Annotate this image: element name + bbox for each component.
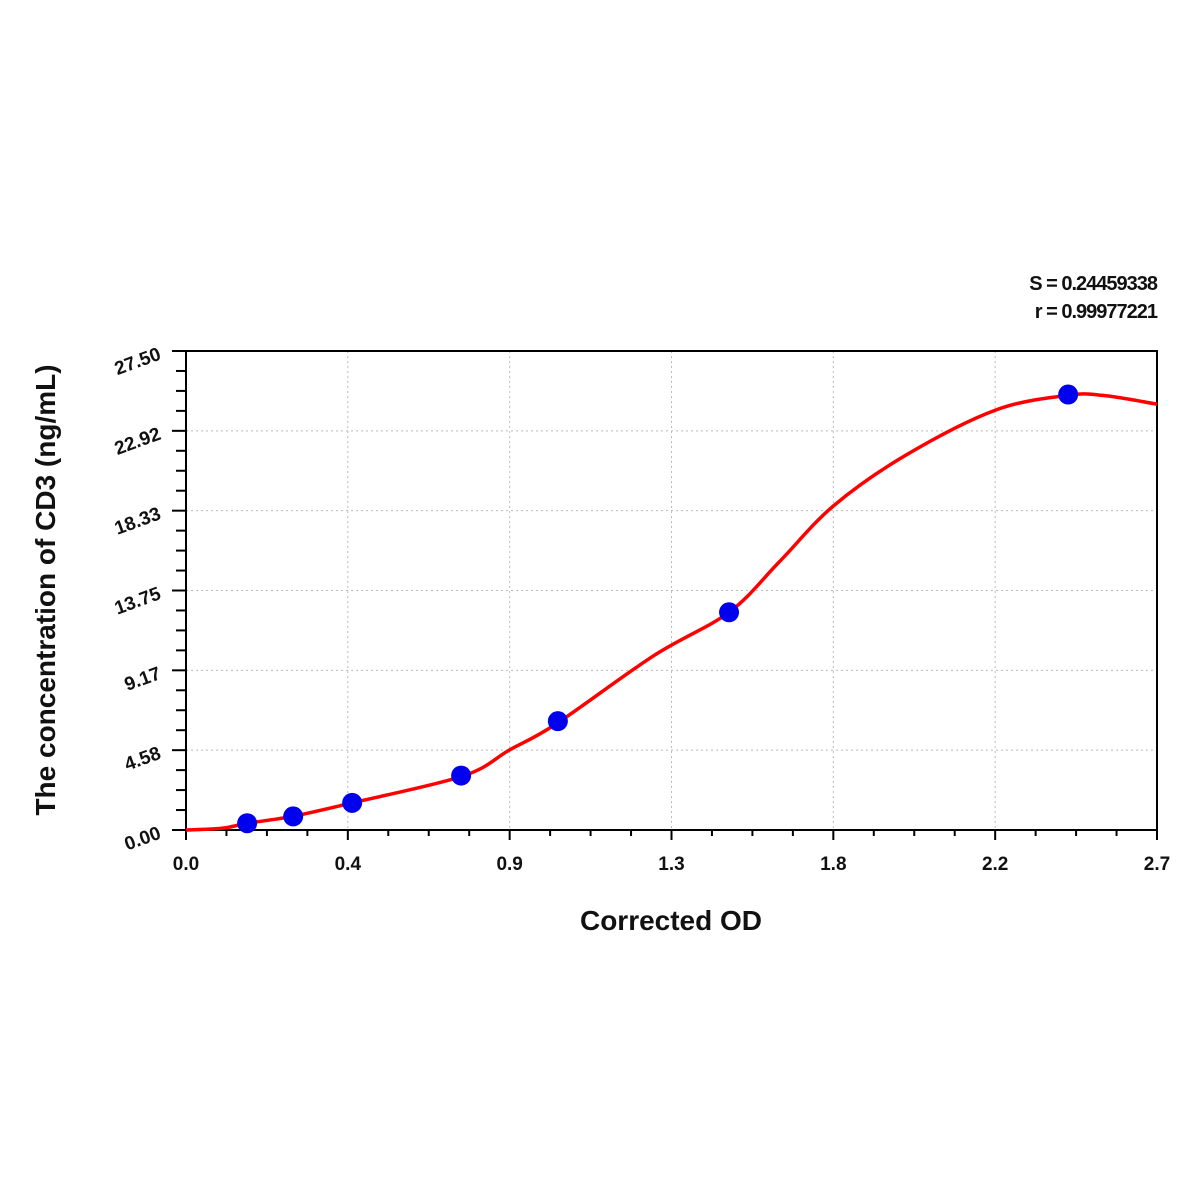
y-axis-label: The concentration of CD3 (ng/mL) (30, 364, 61, 815)
data-point (237, 813, 258, 834)
y-tick-label: 4.58 (122, 743, 164, 775)
stat-r: r = 0.99977221 (1035, 301, 1158, 323)
y-tick-label: 9.17 (122, 663, 164, 695)
data-point (283, 806, 304, 827)
data-points (237, 384, 1079, 834)
y-tick-label: 18.33 (112, 504, 164, 540)
x-tick-label: 1.8 (820, 854, 846, 875)
y-tick-labels: 0.00 4.58 9.17 13.75 18.33 22.92 27.50 (112, 344, 164, 855)
y-tick-label: 13.75 (112, 583, 164, 619)
x-tick-label: 0.4 (335, 854, 362, 875)
x-tick-label: 2.7 (1144, 854, 1170, 875)
x-tick-label: 0.0 (173, 854, 199, 875)
data-point (342, 792, 363, 813)
y-tick-label: 0.00 (122, 823, 164, 855)
x-tick-labels: 0.0 0.4 0.9 1.3 1.8 2.2 2.7 (173, 854, 1170, 875)
stat-s: S = 0.24459338 (1029, 273, 1158, 295)
data-point (1058, 384, 1079, 405)
x-tick-label: 0.9 (496, 854, 522, 875)
data-point (547, 711, 568, 732)
axis-ticks (172, 350, 1158, 840)
x-tick-label: 2.2 (982, 854, 1008, 875)
data-point (451, 765, 472, 786)
x-axis-label: Corrected OD (580, 905, 762, 936)
x-tick-label: 1.3 (658, 854, 684, 875)
grid (186, 351, 1157, 830)
y-tick-label: 22.92 (112, 424, 164, 460)
data-point (719, 602, 740, 623)
y-tick-label: 27.50 (112, 344, 164, 380)
